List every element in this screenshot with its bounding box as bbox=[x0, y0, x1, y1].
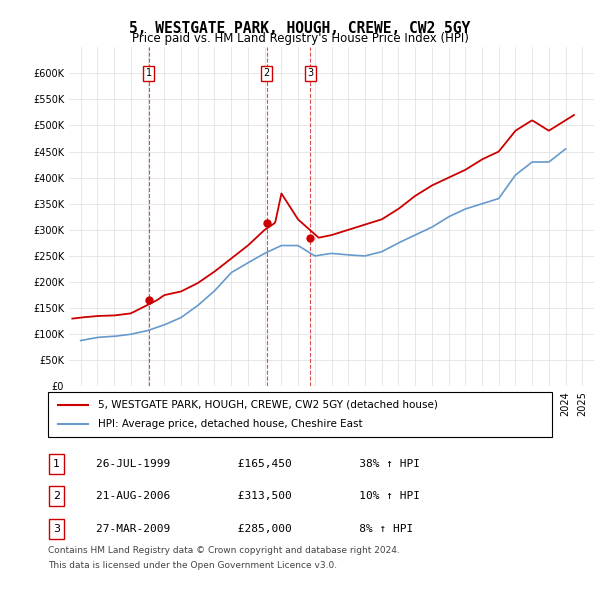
Text: 26-JUL-1999          £165,450          38% ↑ HPI: 26-JUL-1999 £165,450 38% ↑ HPI bbox=[69, 459, 420, 468]
Text: 21-AUG-2006          £313,500          10% ↑ HPI: 21-AUG-2006 £313,500 10% ↑ HPI bbox=[69, 491, 420, 501]
Text: Contains HM Land Registry data © Crown copyright and database right 2024.: Contains HM Land Registry data © Crown c… bbox=[48, 546, 400, 555]
FancyBboxPatch shape bbox=[49, 454, 64, 474]
FancyBboxPatch shape bbox=[48, 392, 552, 437]
Text: 3: 3 bbox=[53, 524, 60, 533]
Text: 5, WESTGATE PARK, HOUGH, CREWE, CW2 5GY: 5, WESTGATE PARK, HOUGH, CREWE, CW2 5GY bbox=[130, 21, 470, 35]
Text: 27-MAR-2009          £285,000          8% ↑ HPI: 27-MAR-2009 £285,000 8% ↑ HPI bbox=[69, 524, 413, 533]
Text: 3: 3 bbox=[307, 68, 313, 78]
Text: 5, WESTGATE PARK, HOUGH, CREWE, CW2 5GY (detached house): 5, WESTGATE PARK, HOUGH, CREWE, CW2 5GY … bbox=[98, 400, 438, 409]
Text: 2: 2 bbox=[53, 491, 60, 501]
Text: 2: 2 bbox=[263, 68, 270, 78]
Text: HPI: Average price, detached house, Cheshire East: HPI: Average price, detached house, Ches… bbox=[98, 419, 363, 429]
FancyBboxPatch shape bbox=[49, 486, 64, 506]
Text: 1: 1 bbox=[53, 459, 60, 468]
Text: This data is licensed under the Open Government Licence v3.0.: This data is licensed under the Open Gov… bbox=[48, 560, 337, 569]
Text: 1: 1 bbox=[146, 68, 152, 78]
FancyBboxPatch shape bbox=[49, 519, 64, 539]
Text: Price paid vs. HM Land Registry's House Price Index (HPI): Price paid vs. HM Land Registry's House … bbox=[131, 32, 469, 45]
